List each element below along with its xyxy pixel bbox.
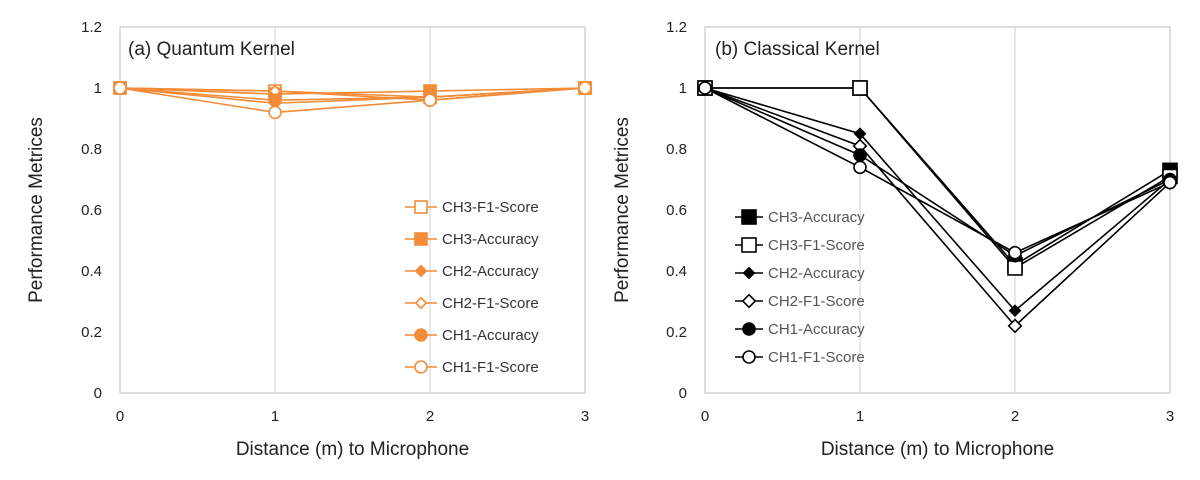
- legend-marker: [741, 209, 757, 225]
- y-tick-label: 0.6: [666, 202, 687, 219]
- legend-label: CH3-F1-Score: [442, 199, 539, 216]
- y-tick-label: 1: [679, 80, 687, 97]
- data-point-ch1-f1-score: [1163, 175, 1177, 190]
- x-tick-label: 3: [581, 408, 589, 425]
- plot-area: [119, 26, 586, 394]
- x-tick-label: 1: [271, 408, 279, 425]
- data-point-ch1-f1-score: [853, 160, 867, 175]
- data-point-ch1-accuracy: [853, 148, 867, 162]
- legend-item: CH3-F1-Score: [405, 199, 539, 216]
- legend-item: CH1-Accuracy: [405, 327, 539, 344]
- series-line-ch1-accuracy: [119, 87, 586, 102]
- y-tick-label: 0: [94, 385, 102, 402]
- data-point-ch3-f1-score: [1007, 260, 1023, 276]
- y-tick-label: 0: [679, 385, 687, 402]
- legend-label: CH2-F1-Score: [768, 293, 865, 310]
- x-tick-label: 0: [116, 408, 124, 425]
- x-axis-title: Distance (m) to Microphone: [236, 439, 469, 460]
- x-tick-label: 3: [1166, 408, 1174, 425]
- data-point-ch3-f1-score: [852, 80, 868, 96]
- y-tick-label: 0.6: [81, 202, 102, 219]
- legend-item: CH3-Accuracy: [735, 209, 865, 226]
- x-tick-label: 2: [1011, 408, 1019, 425]
- data-point-ch2-f1-score: [1007, 318, 1023, 334]
- y-tick-label: 0.2: [666, 324, 687, 341]
- legend-marker: [742, 266, 756, 280]
- legend-marker: [741, 237, 757, 253]
- legend-item: CH1-Accuracy: [735, 321, 865, 338]
- legend-marker: [414, 200, 428, 214]
- data-point-ch1-f1-score: [113, 81, 127, 95]
- legend-marker: [414, 328, 428, 342]
- legend-label: CH1-F1-Score: [768, 349, 865, 366]
- chart-title: (a) Quantum Kernel: [128, 39, 295, 60]
- y-tick-label: 0.4: [666, 263, 687, 280]
- y-tick-label: 1.2: [666, 19, 687, 36]
- y-tick-label: 0.8: [666, 141, 687, 158]
- y-tick-label: 1.2: [81, 19, 102, 36]
- data-point-ch1-f1-score: [423, 93, 437, 107]
- legend: CH3-Accuracy CH3-F1-Score CH2-Accuracy CH2-…: [735, 209, 865, 366]
- x-tick-label: 2: [426, 408, 434, 425]
- legend-label: CH1-F1-Score: [442, 359, 539, 376]
- x-axis-title: Distance (m) to Microphone: [821, 439, 1054, 460]
- legend-marker: [742, 322, 756, 336]
- x-tick-label: 0: [701, 408, 709, 425]
- legend-label: CH1-Accuracy: [442, 327, 539, 344]
- data-point-ch1-f1-score: [1008, 245, 1022, 260]
- legend-label: CH2-Accuracy: [442, 263, 539, 280]
- legend-item: CH1-F1-Score: [735, 349, 865, 366]
- legend-label: CH3-F1-Score: [768, 237, 865, 254]
- chart-panel-classical: 0 0.2 0.4 0.6 0.8 1 1.2 0 1 2 3 Distance (m) to Mic…: [612, 19, 1178, 460]
- legend-marker: [414, 296, 428, 310]
- y-tick-label: 1: [94, 80, 102, 97]
- y-tick-label: 0.2: [81, 324, 102, 341]
- legend-marker: [414, 360, 428, 374]
- chart-panel-quantum: 0 0.2 0.4 0.6 0.8 1 1.2 0 1 2 3 Distance (m) to Mic…: [26, 19, 592, 460]
- legend-label: CH1-Accuracy: [768, 321, 865, 338]
- legend-item: CH2-Accuracy: [405, 263, 539, 280]
- legend: CH3-F1-Score CH3-Accuracy CH2-Accuracy CH2-…: [405, 199, 539, 376]
- y-axis-title: Performance Metrices: [612, 117, 633, 303]
- legend-item: CH2-F1-Score: [405, 295, 539, 312]
- legend-item: CH3-F1-Score: [735, 237, 865, 254]
- series-line-ch1-accuracy: [704, 87, 1171, 257]
- data-point-ch1-f1-score: [268, 105, 282, 120]
- legend-marker: [414, 264, 428, 278]
- series-line-ch1-f1-score: [704, 87, 1171, 254]
- data-point-ch1-f1-score: [698, 81, 712, 95]
- data-point-ch2-accuracy: [1008, 304, 1022, 318]
- series-line-ch3-f1-score: [705, 87, 1171, 269]
- series-line-ch2-accuracy: [704, 87, 1171, 312]
- plot-area: [704, 26, 1171, 394]
- legend-marker: [741, 293, 757, 309]
- legend-marker: [414, 232, 428, 246]
- series-line-ch1-f1-score: [119, 87, 586, 114]
- x-tick-label: 1: [856, 408, 864, 425]
- legend-marker: [742, 350, 756, 364]
- legend-label: CH2-F1-Score: [442, 295, 539, 312]
- y-tick-label: 0.4: [81, 263, 102, 280]
- series-line-ch2-f1-score: [704, 87, 1171, 328]
- legend-label: CH3-Accuracy: [442, 231, 539, 248]
- legend-label: CH2-Accuracy: [768, 265, 865, 282]
- y-tick-label: 0.8: [81, 141, 102, 158]
- series-line-ch3-accuracy: [119, 87, 586, 95]
- data-point-ch1-accuracy: [268, 93, 282, 107]
- data-point-ch1-f1-score: [578, 81, 592, 95]
- y-axis-title: Performance Metrices: [26, 117, 47, 303]
- legend-label: CH3-Accuracy: [768, 209, 865, 226]
- legend-item: CH2-Accuracy: [735, 265, 865, 282]
- chart-title: (b) Classical Kernel: [715, 39, 880, 60]
- legend-item: CH2-F1-Score: [735, 293, 865, 310]
- legend-item: CH3-Accuracy: [405, 231, 539, 248]
- legend-item: CH1-F1-Score: [405, 359, 539, 376]
